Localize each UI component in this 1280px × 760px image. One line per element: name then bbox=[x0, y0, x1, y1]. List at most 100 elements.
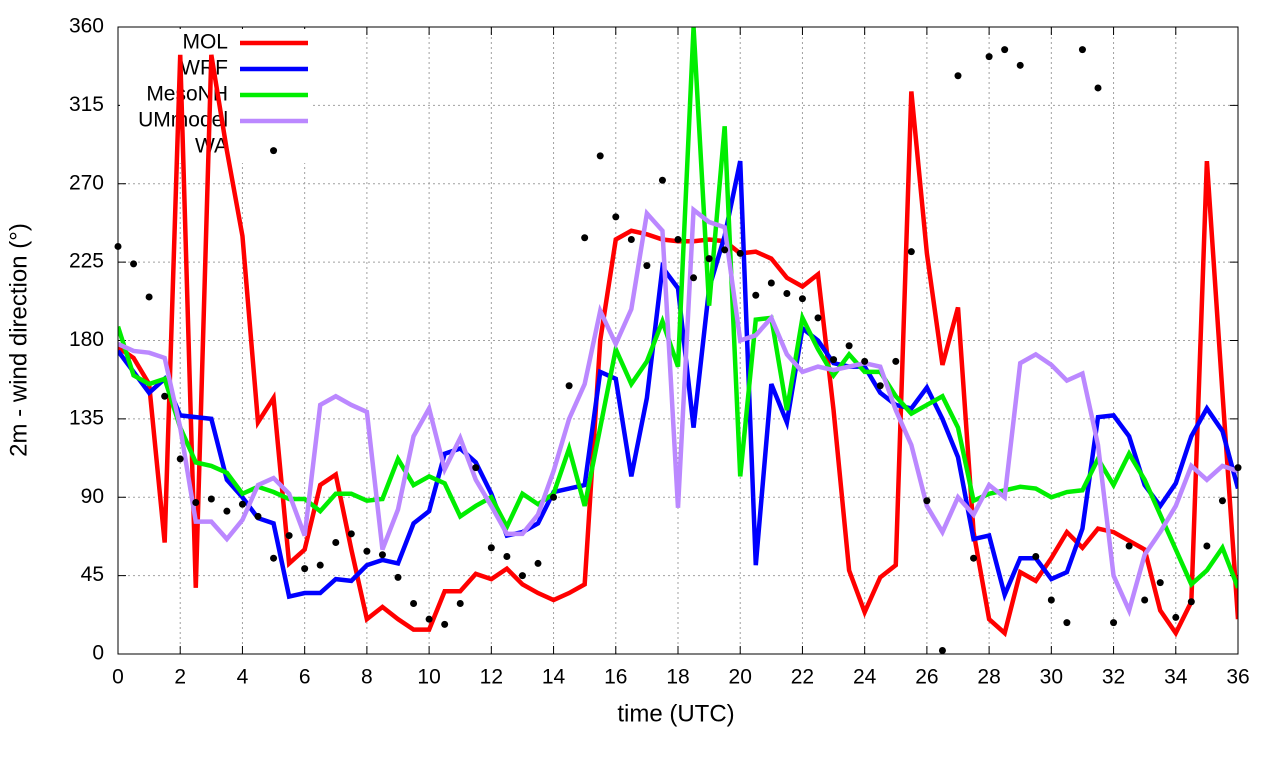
data-point bbox=[145, 293, 153, 301]
data-point bbox=[1078, 46, 1086, 54]
y-tick-label: 270 bbox=[69, 171, 104, 194]
data-point bbox=[721, 246, 729, 254]
data-line bbox=[118, 26, 1238, 589]
x-axis-label: time (UTC) bbox=[617, 700, 734, 727]
data-point bbox=[565, 382, 573, 390]
y-tick-label: 45 bbox=[81, 563, 104, 586]
data-point bbox=[814, 314, 822, 322]
data-point bbox=[938, 647, 946, 655]
data-point bbox=[347, 530, 355, 538]
x-tick-label: 14 bbox=[542, 666, 566, 689]
data-point bbox=[907, 248, 915, 256]
data-point bbox=[550, 493, 558, 501]
data-point bbox=[472, 464, 480, 472]
data-point bbox=[736, 249, 744, 257]
data-point bbox=[1218, 497, 1226, 505]
y-axis-label: 2m - wind direction (°) bbox=[5, 223, 32, 457]
data-point bbox=[1032, 552, 1040, 560]
data-point bbox=[1172, 613, 1180, 621]
y-tick-label: 180 bbox=[69, 328, 104, 351]
y-tick-label: 90 bbox=[81, 485, 104, 508]
data-point bbox=[798, 295, 806, 303]
x-tick-label: 12 bbox=[480, 666, 503, 689]
data-point bbox=[316, 561, 324, 569]
data-point bbox=[161, 392, 169, 400]
data-point bbox=[627, 235, 635, 243]
data-point bbox=[378, 551, 386, 559]
y-tick-label: 225 bbox=[69, 250, 104, 273]
x-tick-label: 6 bbox=[299, 666, 311, 689]
data-point bbox=[845, 342, 853, 350]
data-line bbox=[118, 205, 1238, 618]
legend-label: WRF bbox=[180, 57, 228, 80]
data-point bbox=[394, 573, 402, 581]
data-point bbox=[596, 152, 604, 160]
x-tick-label: 36 bbox=[1226, 666, 1249, 689]
y-tick-label: 360 bbox=[69, 15, 104, 38]
x-tick-label: 18 bbox=[666, 666, 689, 689]
data-point bbox=[363, 547, 371, 555]
data-point bbox=[1187, 598, 1195, 606]
data-point bbox=[1047, 596, 1055, 604]
data-point bbox=[923, 497, 931, 505]
data-point bbox=[970, 554, 978, 562]
data-point bbox=[223, 507, 231, 515]
data-point bbox=[238, 500, 246, 508]
x-tick-label: 32 bbox=[1102, 666, 1125, 689]
x-tick-label: 8 bbox=[361, 666, 373, 689]
data-point bbox=[518, 572, 526, 580]
data-point bbox=[861, 357, 869, 365]
data-point bbox=[487, 544, 495, 552]
x-tick-label: 22 bbox=[791, 666, 814, 689]
y-tick-label: 315 bbox=[69, 93, 104, 116]
x-tick-label: 0 bbox=[112, 666, 124, 689]
data-point bbox=[690, 274, 698, 282]
data-point bbox=[456, 599, 464, 607]
x-tick-label: 16 bbox=[604, 666, 627, 689]
x-tick-label: 20 bbox=[729, 666, 752, 689]
data-point bbox=[254, 512, 262, 520]
data-point bbox=[1063, 619, 1071, 627]
data-point bbox=[876, 382, 884, 390]
x-tick-label: 34 bbox=[1164, 666, 1188, 689]
x-tick-label: 2 bbox=[174, 666, 186, 689]
data-point bbox=[752, 291, 760, 299]
data-point bbox=[534, 559, 542, 567]
data-point bbox=[441, 620, 449, 628]
data-point bbox=[830, 356, 838, 364]
plot-frame bbox=[117, 26, 1239, 655]
x-tick-label: 28 bbox=[977, 666, 1000, 689]
legend-label: WA bbox=[195, 135, 228, 158]
x-tick-label: 24 bbox=[853, 666, 877, 689]
y-tick-label: 0 bbox=[92, 642, 104, 665]
data-point bbox=[176, 455, 184, 463]
data-point bbox=[270, 147, 278, 155]
data-point bbox=[767, 279, 775, 287]
data-point bbox=[425, 615, 433, 623]
data-point bbox=[1094, 84, 1102, 92]
data-point bbox=[783, 289, 791, 297]
data-point bbox=[643, 262, 651, 270]
data-point bbox=[892, 357, 900, 365]
data-point bbox=[285, 532, 293, 540]
data-point bbox=[332, 539, 340, 547]
data-point bbox=[581, 234, 589, 242]
legend-label: MesoNH bbox=[146, 83, 228, 106]
data-point bbox=[1156, 579, 1164, 587]
y-tick-label: 135 bbox=[69, 406, 104, 429]
data-line bbox=[118, 160, 1238, 602]
data-point bbox=[612, 213, 620, 221]
x-tick-label: 10 bbox=[417, 666, 440, 689]
data-point bbox=[658, 176, 666, 184]
data-point bbox=[1203, 542, 1211, 550]
x-tick-label: 4 bbox=[237, 666, 249, 689]
data-point bbox=[1016, 61, 1024, 69]
data-point bbox=[1141, 596, 1149, 604]
data-point bbox=[192, 498, 200, 506]
data-point bbox=[207, 495, 215, 503]
data-point bbox=[130, 260, 138, 268]
data-point bbox=[503, 552, 511, 560]
data-point bbox=[985, 53, 993, 61]
data-point bbox=[1001, 46, 1009, 54]
